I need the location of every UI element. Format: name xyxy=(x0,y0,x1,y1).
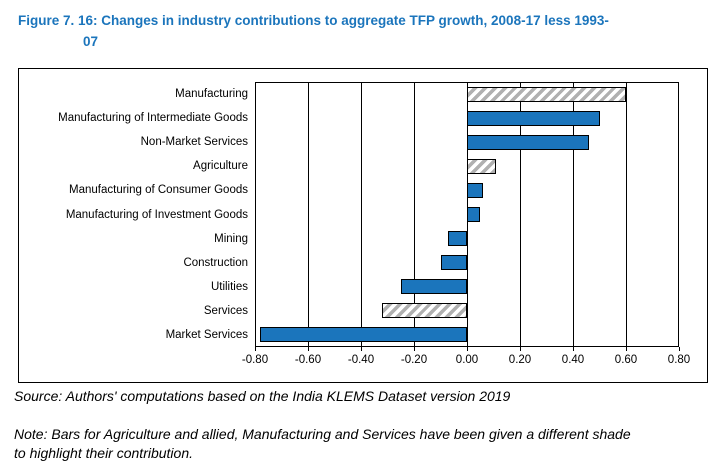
gridline xyxy=(414,82,415,347)
bar-non-market-services xyxy=(467,134,589,150)
x-tick-label: -0.60 xyxy=(294,354,322,366)
axis-tick xyxy=(414,347,415,351)
bar-manufacturing-of-consumer-goods xyxy=(467,182,483,198)
bar-market-services xyxy=(260,327,467,343)
axis-tick xyxy=(520,347,521,351)
figure-title-line2: 07 xyxy=(83,34,99,49)
x-tick-label: 0.20 xyxy=(508,354,532,366)
x-tick-label: -0.20 xyxy=(400,354,428,366)
x-tick-label: 0.40 xyxy=(561,354,585,366)
axis-tick xyxy=(679,347,680,351)
x-tick-label: -0.40 xyxy=(347,354,375,366)
bar-utilities xyxy=(400,279,467,295)
gridline xyxy=(308,82,309,347)
gridline xyxy=(573,82,574,347)
category-label-mining: Mining xyxy=(214,232,248,245)
x-tick-label: 0.00 xyxy=(455,354,479,366)
category-label-non-market-services: Non-Market Services xyxy=(140,136,248,149)
category-label-services: Services xyxy=(203,304,248,317)
bar-construction xyxy=(440,255,467,271)
x-tick-label: -0.80 xyxy=(241,354,269,366)
axis-tick xyxy=(573,347,574,351)
x-tick-label: 0.60 xyxy=(614,354,638,366)
bar-chart: -0.80 -0.60 -0.40 -0.20 0.00 0.20 0.40 0.60 0.80… xyxy=(18,68,708,383)
category-label-manufacturing-of-intermediate-goods: Manufacturing of Intermediate Goods xyxy=(58,112,248,125)
x-tick-label: 0.80 xyxy=(667,354,691,366)
category-label-construction: Construction xyxy=(183,256,248,269)
source-text: Source: Authors' computations based on t… xyxy=(14,388,511,404)
category-label-market-services: Market Services xyxy=(165,328,248,341)
gridline xyxy=(361,82,362,347)
note-text-line2: to highlight their contribution. xyxy=(14,445,193,461)
axis-tick xyxy=(361,347,362,351)
figure-title: Figure 7. 16: Changes in industry contri… xyxy=(18,10,609,52)
note-text-line1: Note: Bars for Agriculture and allied, M… xyxy=(14,426,631,442)
category-label-manufacturing: Manufacturing xyxy=(175,88,248,101)
category-label-manufacturing-of-consumer-goods: Manufacturing of Consumer Goods xyxy=(69,184,248,197)
bar-manufacturing-of-investment-goods xyxy=(467,207,481,222)
category-label-utilities: Utilities xyxy=(210,280,248,293)
bar-services xyxy=(382,303,467,319)
bar-agriculture xyxy=(467,158,497,174)
figure-title-line1: Figure 7. 16: Changes in industry contri… xyxy=(18,13,609,28)
axis-tick xyxy=(255,347,256,351)
gridline xyxy=(626,82,627,347)
gridline xyxy=(520,82,521,347)
axis-tick xyxy=(626,347,627,351)
axis-tick xyxy=(467,347,468,351)
category-label-agriculture: Agriculture xyxy=(193,160,248,173)
axis-tick xyxy=(308,347,309,351)
bar-mining xyxy=(448,231,467,247)
bar-manufacturing xyxy=(467,86,626,102)
bar-manufacturing-of-intermediate-goods xyxy=(467,110,600,126)
category-label-manufacturing-of-investment-goods: Manufacturing of Investment Goods xyxy=(65,208,248,221)
